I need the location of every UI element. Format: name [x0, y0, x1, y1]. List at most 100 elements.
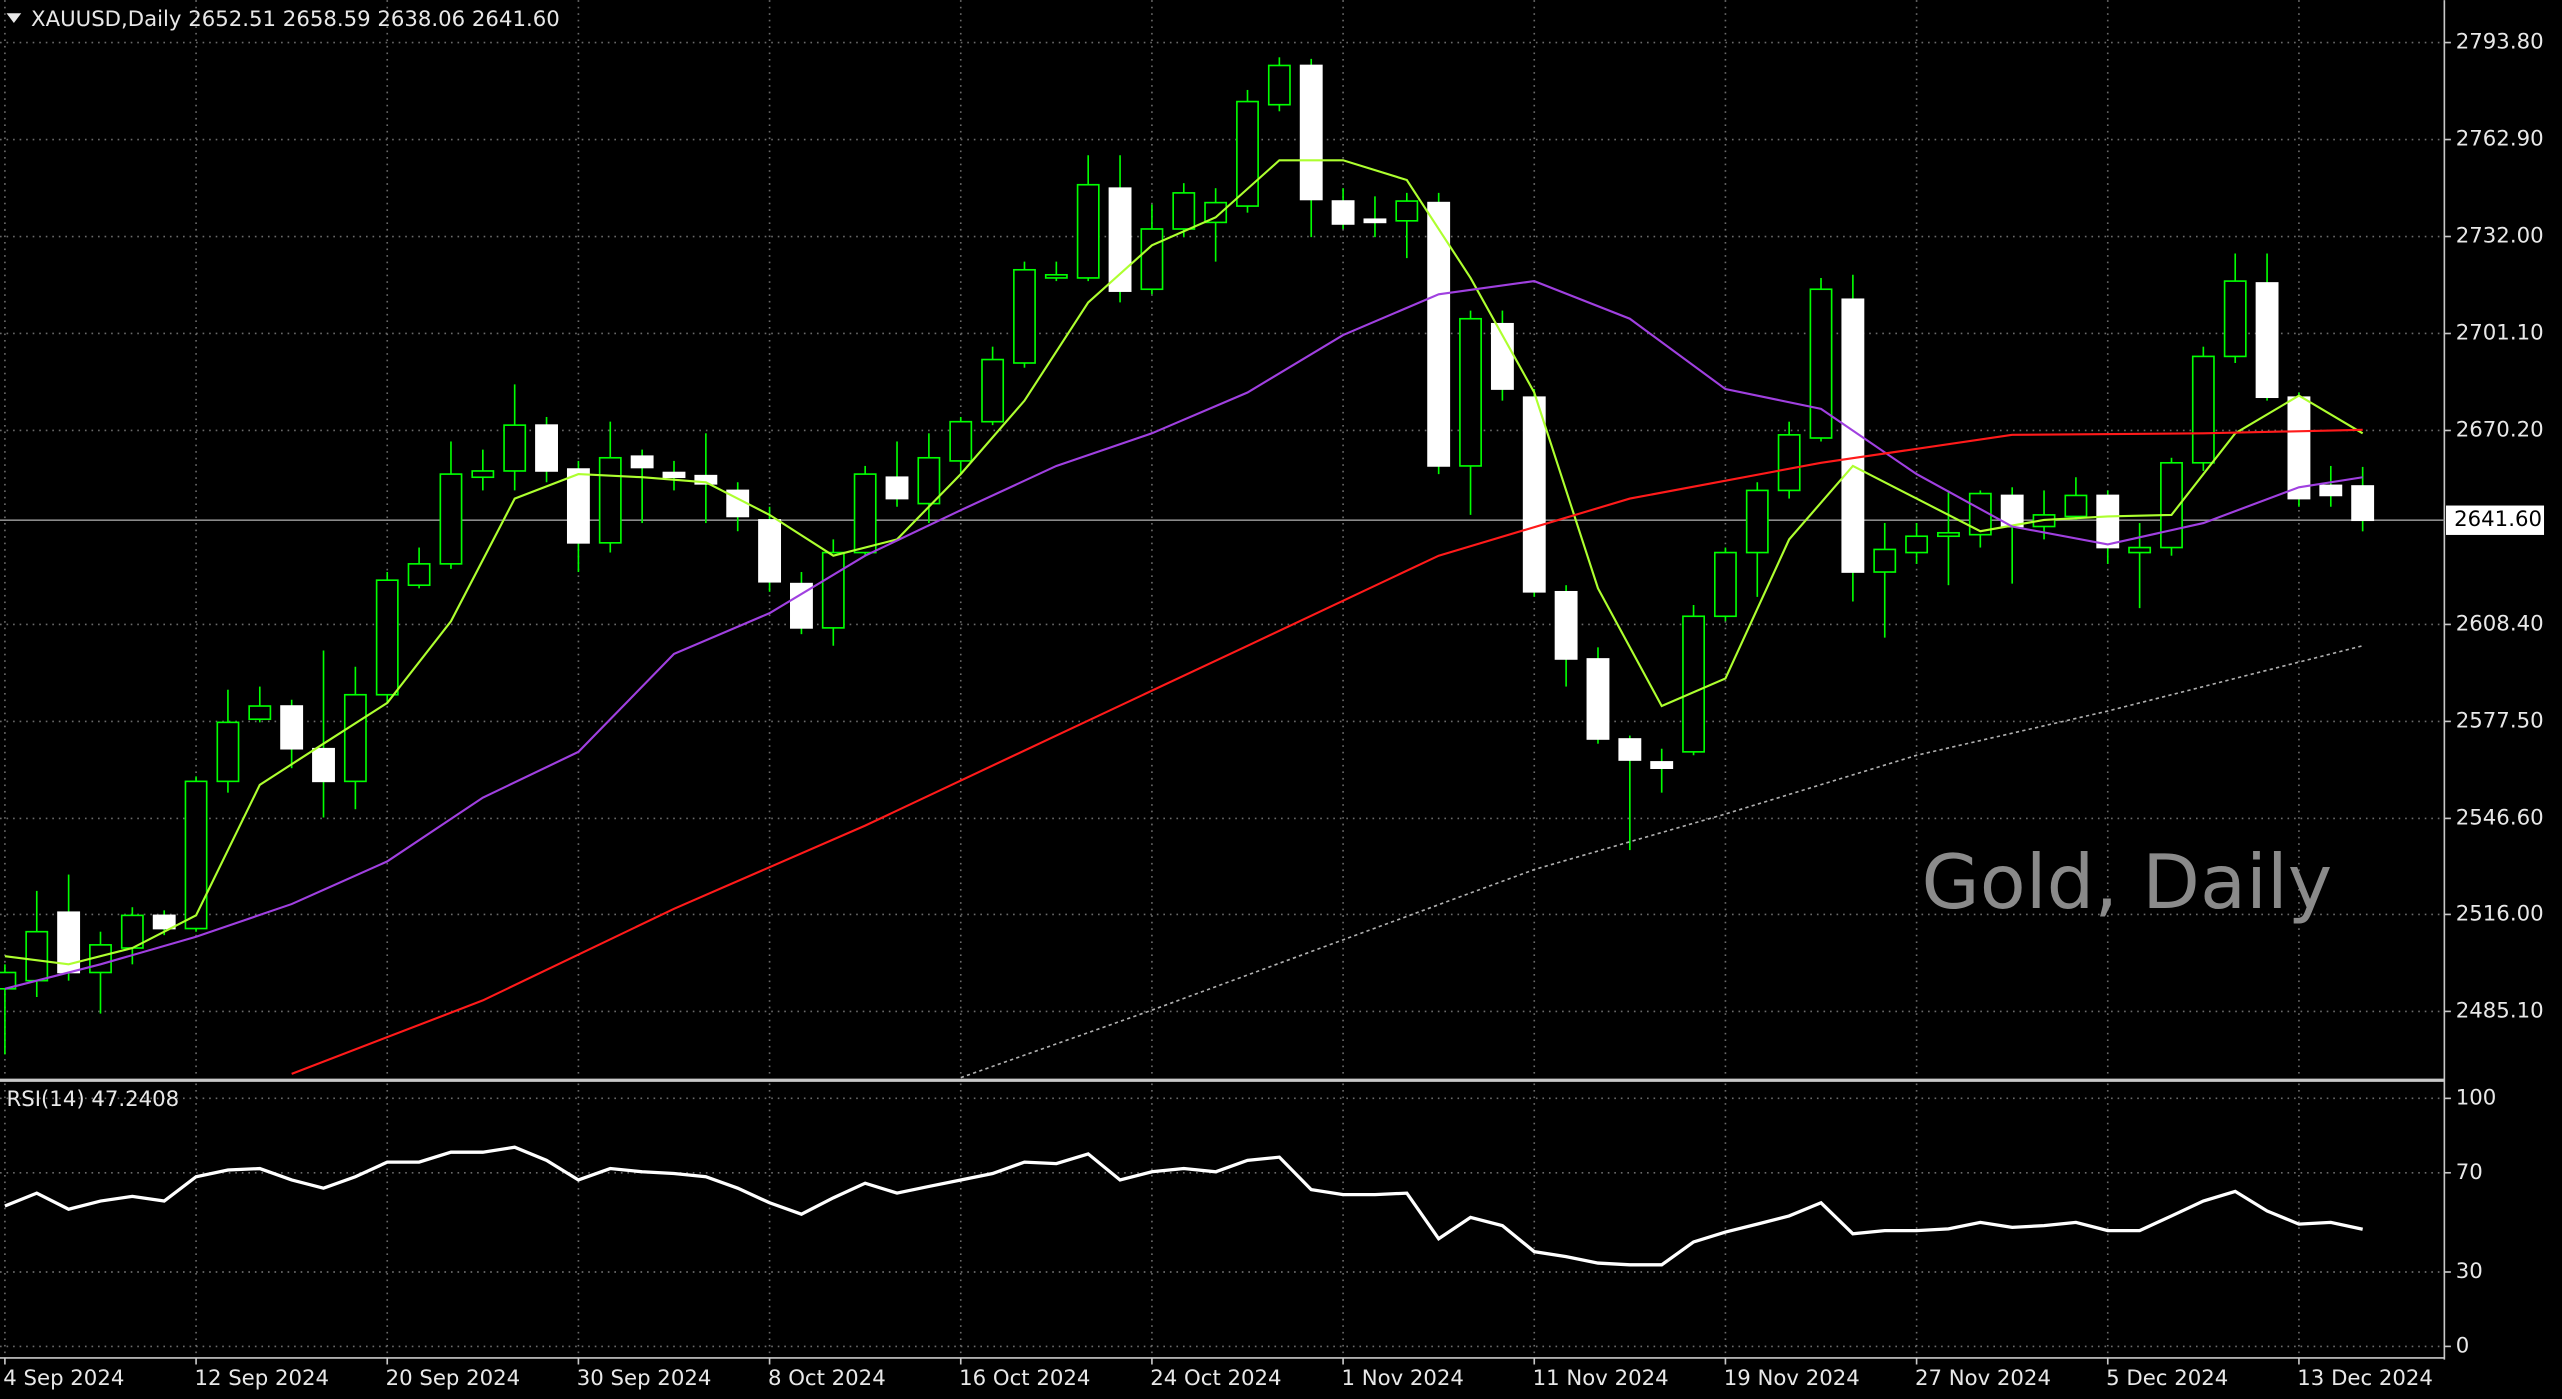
y-tick-label: 2608.40	[2456, 611, 2544, 636]
candle-body	[439, 473, 463, 565]
rsi-line	[4, 1145, 2364, 1267]
candle-body	[694, 474, 718, 485]
candle-body	[1554, 590, 1578, 660]
candle-body	[1650, 761, 1674, 769]
candle-body	[471, 470, 495, 479]
candle-body	[216, 721, 240, 783]
y-tick-label: 2546.60	[2456, 805, 2544, 830]
y-tick-label: 2793.80	[2456, 30, 2544, 55]
x-tick-label: 30 Sep 2024	[577, 1366, 712, 1391]
y-tick-label: 2762.90	[2456, 127, 2544, 152]
candle-body	[343, 693, 367, 783]
candle-body	[2223, 280, 2247, 358]
candle-body	[2191, 355, 2215, 464]
candle-body	[1745, 489, 1769, 554]
candle-body	[503, 424, 527, 472]
x-tick-label: 5 Dec 2024	[2106, 1366, 2228, 1391]
x-tick-label: 12 Sep 2024	[194, 1366, 329, 1391]
chart-header: XAUUSD,Daily 2652.51 2658.59 2638.06 264…	[31, 7, 560, 32]
candle-body	[2319, 484, 2343, 497]
candle-body	[312, 747, 335, 783]
x-tick-label: 19 Nov 2024	[1724, 1366, 1860, 1391]
y-tick-label: 2516.00	[2456, 901, 2544, 926]
candle-body	[1204, 201, 1228, 224]
watermark: Gold, Daily	[1922, 838, 2333, 926]
x-tick-label: 11 Nov 2024	[1533, 1366, 1669, 1391]
y-tick-label: 100	[2456, 1085, 2497, 1110]
candle-body	[1331, 200, 1355, 225]
candle-body	[2096, 494, 2120, 549]
candle-body	[1140, 228, 1164, 291]
candle-body	[917, 456, 941, 505]
x-tick-label: 8 Oct 2024	[768, 1366, 886, 1391]
x-tick-label: 24 Oct 2024	[1150, 1366, 1281, 1391]
rsi-header: RSI(14) 47.2408	[7, 1087, 180, 1112]
candle-body	[2128, 546, 2152, 554]
candle-body	[949, 420, 973, 462]
x-tick-label: 16 Oct 2024	[959, 1366, 1090, 1391]
moving-average	[291, 428, 2363, 1075]
candle-body	[1841, 298, 1865, 573]
y-tick-label: 2485.10	[2456, 998, 2544, 1023]
candle-body	[1905, 535, 1929, 554]
candle-body	[1299, 64, 1323, 201]
candle-body	[1682, 615, 1706, 753]
y-tick-label: 2701.10	[2456, 320, 2544, 345]
candle-body	[375, 579, 399, 696]
candle-body	[2255, 282, 2279, 399]
x-tick-label: 20 Sep 2024	[386, 1366, 521, 1391]
candle-body	[1873, 548, 1897, 573]
candle-body	[248, 705, 272, 721]
y-tick-label: 0	[2456, 1333, 2470, 1358]
candle-body	[1395, 200, 1419, 222]
candle-body	[758, 519, 782, 583]
candle-body	[981, 358, 1005, 423]
candle-body	[662, 471, 686, 479]
candle-body	[407, 563, 431, 587]
moving-average	[4, 279, 2363, 990]
candle-body	[566, 468, 590, 544]
x-tick-label: 1 Nov 2024	[1341, 1366, 1464, 1391]
candle-body	[1809, 288, 1833, 439]
last-price-label: 2641.60	[2454, 507, 2542, 532]
candle-body	[2160, 461, 2183, 549]
x-tick-label: 13 Dec 2024	[2297, 1366, 2433, 1391]
candle-body	[1777, 434, 1801, 492]
candle-body	[885, 476, 909, 500]
candle-body	[1044, 273, 1068, 279]
candle-body	[1013, 268, 1036, 364]
candle-body	[1459, 317, 1482, 467]
candle-body	[1586, 658, 1610, 740]
last-price-box	[2445, 505, 2545, 535]
candle-body	[1108, 187, 1132, 292]
collapse-icon[interactable]	[6, 13, 22, 24]
candle-body	[598, 456, 622, 544]
y-tick-label: 2577.50	[2456, 708, 2544, 733]
candle-body	[2287, 396, 2311, 500]
candle-body	[1618, 738, 1642, 761]
candle-body	[152, 914, 176, 930]
candle-body	[1267, 64, 1291, 106]
candle-body	[25, 930, 49, 982]
candle-body	[1713, 551, 1737, 618]
y-tick-label: 2732.00	[2456, 224, 2544, 249]
candle-body	[853, 473, 877, 554]
candle-body	[1236, 100, 1259, 207]
candle-body	[280, 705, 304, 750]
y-tick-label: 2670.20	[2456, 417, 2544, 442]
candle-body	[790, 582, 813, 629]
moving-average	[4, 159, 2364, 966]
x-tick-label: 27 Nov 2024	[1915, 1366, 2051, 1391]
candle-body	[630, 455, 654, 469]
candle-body	[1172, 192, 1196, 230]
candle-body	[184, 780, 208, 930]
candle-body	[1076, 183, 1100, 279]
candle-body	[1363, 218, 1387, 224]
y-tick-label: 70	[2456, 1160, 2483, 1185]
candle-body	[1522, 396, 1546, 593]
candle-body	[2351, 485, 2375, 522]
candle-body	[821, 551, 845, 629]
moving-average	[960, 644, 2363, 1079]
